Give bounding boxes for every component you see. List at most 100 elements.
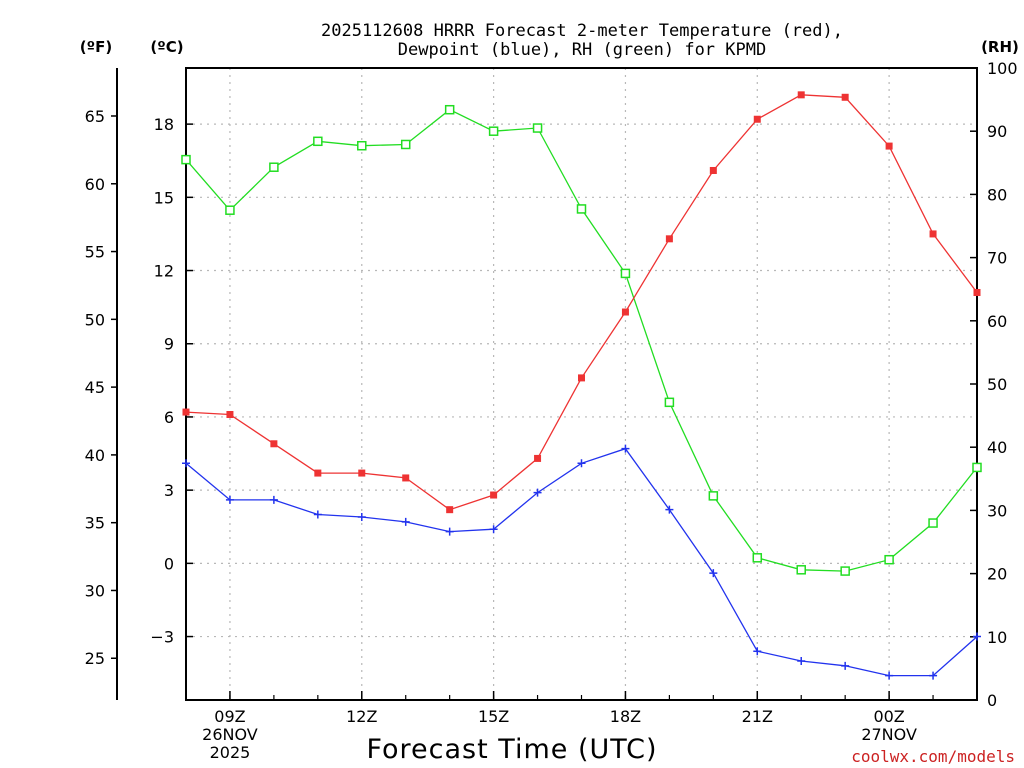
- x-tick-label: 27NOV: [861, 725, 917, 744]
- temperature-point: [490, 491, 498, 499]
- celsius-tick-label: 6: [164, 408, 174, 427]
- chart-title-line1: 2025112608 HRRR Forecast 2-meter Tempera…: [321, 21, 843, 41]
- dewpoint-point: [489, 525, 498, 534]
- rh-tick-label: 90: [987, 122, 1007, 141]
- celsius-tick-label: 3: [164, 481, 174, 500]
- rh-tick-label: 30: [987, 501, 1007, 520]
- dewpoint-point: [357, 512, 366, 521]
- rh-point: [181, 154, 191, 165]
- temperature-point: [841, 93, 849, 101]
- rh-tick-label: 100: [987, 59, 1018, 78]
- rh-series: [181, 104, 982, 576]
- rh-point: [972, 462, 982, 473]
- fahrenheit-tick-label: 60: [85, 175, 105, 194]
- fahrenheit-tick-label: 50: [85, 310, 105, 329]
- rh-tick-label: 10: [987, 628, 1007, 647]
- fahrenheit-tick-label: 35: [85, 514, 105, 533]
- dewpoint-point: [621, 444, 630, 453]
- dewpoint-point: [225, 495, 234, 504]
- rh-point: [225, 205, 235, 215]
- chart-title-line2: Dewpoint (blue), RH (green) for KPMD: [398, 40, 766, 60]
- dewpoint-point: [182, 459, 190, 468]
- temperature-point: [709, 166, 717, 174]
- celsius-tick-label: 0: [164, 554, 174, 573]
- rh-point: [928, 518, 938, 528]
- temperature-point: [973, 288, 981, 296]
- temperature-point: [885, 142, 893, 150]
- temperature-point: [621, 308, 629, 316]
- fahrenheit-tick-label: 25: [85, 649, 105, 668]
- rh-unit-label: (RH): [981, 38, 1019, 56]
- temperature-point: [665, 235, 673, 243]
- rh-tick-label: 80: [987, 185, 1007, 204]
- rh-point: [884, 554, 894, 565]
- fahrenheit-unit-label: (ºF): [80, 38, 112, 56]
- rh-point: [752, 553, 763, 563]
- rh-tick-label: 20: [987, 565, 1007, 584]
- rh-point: [357, 140, 367, 151]
- fahrenheit-tick-label: 40: [85, 446, 105, 465]
- rh-tick-label: 40: [987, 438, 1007, 457]
- dewpoint-point: [533, 488, 542, 497]
- temperature-series: [182, 91, 981, 514]
- temperature-point: [446, 506, 454, 514]
- dewpoint-point: [709, 569, 718, 578]
- celsius-tick-label: 18: [154, 115, 174, 134]
- dewpoint-point: [401, 517, 410, 526]
- fahrenheit-tick-label: 65: [85, 107, 105, 126]
- temperature-point: [226, 411, 234, 419]
- rh-point: [532, 123, 543, 133]
- x-axis-label: Forecast Time (UTC): [366, 734, 657, 765]
- temperature-point: [534, 454, 542, 462]
- credit-text: coolwx.com/models: [851, 747, 1015, 766]
- celsius-tick-label: 9: [164, 335, 174, 354]
- dewpoint-series: [182, 444, 981, 680]
- x-tick-label: 09Z: [214, 707, 245, 726]
- x-tick-label: 26NOV: [202, 725, 258, 744]
- celsius-tick-label: 12: [154, 262, 174, 281]
- rh-tick-label: 70: [987, 249, 1007, 268]
- celsius-tick-label: 15: [154, 188, 174, 207]
- temperature-line: [185, 94, 978, 511]
- rh-point: [313, 136, 323, 147]
- dewpoint-point: [445, 527, 454, 536]
- dewpoint-point: [577, 459, 586, 468]
- rh-point: [488, 126, 499, 136]
- x-tick-label: 18Z: [610, 707, 641, 726]
- x-tick-label: 15Z: [478, 707, 509, 726]
- dewpoint-line: [185, 447, 978, 677]
- rh-tick-label: 0: [987, 691, 997, 710]
- x-tick-label: 21Z: [742, 707, 773, 726]
- rh-tick-label: 50: [987, 375, 1007, 394]
- dewpoint-point: [973, 632, 981, 641]
- temperature-point: [929, 230, 937, 238]
- temperature-point: [578, 374, 585, 382]
- dewpoint-point: [797, 656, 806, 665]
- temperature-point: [797, 91, 805, 99]
- grid: [186, 68, 977, 700]
- rh-line: [185, 108, 978, 572]
- dewpoint-point: [269, 495, 278, 504]
- dewpoint-point: [885, 671, 894, 680]
- dewpoint-point: [929, 671, 938, 680]
- rh-point: [796, 565, 806, 575]
- temperature-point: [753, 115, 761, 123]
- fahrenheit-tick-label: 55: [85, 243, 105, 262]
- dewpoint-point: [665, 505, 674, 514]
- temperature-point: [402, 474, 410, 482]
- rh-point: [708, 491, 719, 501]
- temperature-point: [314, 469, 322, 477]
- rh-point: [269, 162, 279, 172]
- dewpoint-point: [841, 661, 850, 670]
- rh-point: [444, 104, 455, 115]
- rh-point: [664, 397, 675, 408]
- temperature-point: [358, 469, 366, 477]
- rh-tick-label: 60: [987, 312, 1007, 331]
- dewpoint-point: [753, 647, 762, 656]
- plot-frame: [185, 67, 978, 701]
- fahrenheit-tick-label: 30: [85, 581, 105, 600]
- x-tick-label: 2025: [210, 743, 251, 762]
- celsius-unit-label: (ºC): [150, 38, 183, 56]
- rh-point: [840, 566, 850, 576]
